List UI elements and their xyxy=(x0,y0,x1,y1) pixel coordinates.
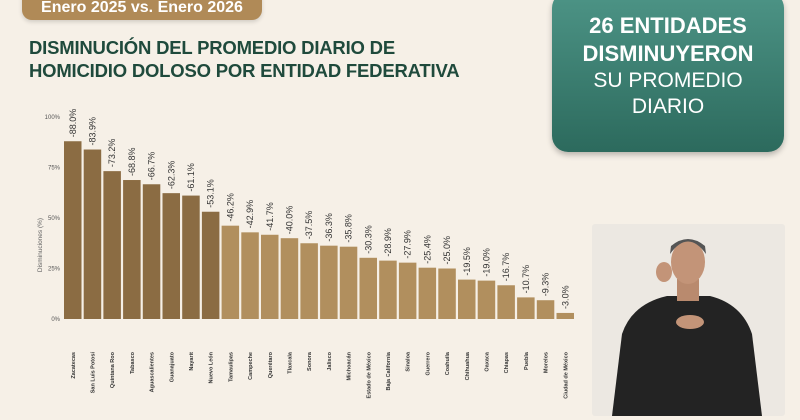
bar-value-label: -19.5% xyxy=(462,247,472,276)
period-badge: Enero 2025 vs. Enero 2026 xyxy=(22,0,262,20)
bar-value-label: -9.3% xyxy=(541,273,551,297)
x-tick-label: Sonora xyxy=(307,351,313,371)
bar xyxy=(103,171,121,319)
summary-line-3: SU PROMEDIO xyxy=(593,69,743,92)
bar xyxy=(162,193,180,319)
bar-value-label: -36.3% xyxy=(324,213,334,242)
x-tick-label: Chiapas xyxy=(504,352,510,373)
summary-line-2: DISMINUYERON xyxy=(582,41,754,66)
bar-value-label: -66.7% xyxy=(147,152,157,181)
bar-value-label: -27.9% xyxy=(403,230,413,259)
x-tick-label: Aguascalientes xyxy=(150,352,156,392)
interpreter-figure xyxy=(612,239,762,416)
bar xyxy=(64,141,82,319)
bar-value-label: -40.0% xyxy=(284,206,294,235)
bar xyxy=(241,232,259,319)
x-tick-label: Quintana Roo xyxy=(110,351,116,388)
title-line-2: HOMICIDIO DOLOSO POR ENTIDAD FEDERATIVA xyxy=(29,60,460,81)
bar xyxy=(142,184,161,319)
bar-value-label: -46.2% xyxy=(225,193,235,222)
summary-line-4: DIARIO xyxy=(631,95,705,118)
bar xyxy=(359,257,377,319)
bar-value-label: -83.9% xyxy=(87,117,97,146)
x-tick-label: Ciudad de México xyxy=(563,351,569,398)
bar-value-label: -42.9% xyxy=(245,200,255,229)
bar-value-label: -88.0% xyxy=(68,109,78,138)
x-tick-label: Jalisco xyxy=(327,351,333,370)
x-tick-label: Guanajuato xyxy=(169,351,175,382)
y-tick-label: 50% xyxy=(48,216,61,222)
bar-value-label: -30.3% xyxy=(363,225,373,254)
x-tick-label: Sinaloa xyxy=(406,351,412,372)
summary-line-1: 26 ENTIDADES xyxy=(589,13,747,38)
sign-language-interpreter-video xyxy=(592,224,785,416)
x-tick-label: Estado de México xyxy=(366,351,372,398)
bar xyxy=(221,225,240,319)
bar xyxy=(201,211,220,319)
x-tick-label: Coahuila xyxy=(445,351,451,375)
bar-value-label: -68.8% xyxy=(127,147,137,176)
bar xyxy=(536,300,555,319)
bar xyxy=(379,260,397,319)
chart-title: DISMINUCIÓN DEL PROMEDIO DIARIO DE HOMIC… xyxy=(29,36,460,82)
y-axis-label: Disminuciones (%) xyxy=(37,218,44,272)
bar-value-label: -3.0% xyxy=(560,285,570,309)
y-tick-label: 25% xyxy=(48,267,61,273)
x-tick-label: Tabasco xyxy=(130,351,136,374)
title-line-1: DISMINUCIÓN DEL PROMEDIO DIARIO DE xyxy=(29,37,395,58)
bar xyxy=(320,245,338,319)
bar xyxy=(477,280,496,319)
bar-value-label: -19.0% xyxy=(481,248,491,277)
y-tick-label: 75% xyxy=(48,166,61,172)
bar-value-label: -10.7% xyxy=(521,265,531,294)
bar xyxy=(517,297,535,319)
bar-value-label: -16.7% xyxy=(501,253,511,282)
bar-value-label: -73.2% xyxy=(107,139,117,168)
summary-panel: 26 ENTIDADES DISMINUYERON SU PROMEDIO DI… xyxy=(552,0,784,152)
bar-value-label: -41.7% xyxy=(265,202,275,231)
x-tick-label: Zacatecas xyxy=(71,352,77,379)
bar xyxy=(458,279,476,319)
bar-value-label: -25.4% xyxy=(422,235,432,264)
x-tick-label: Campeche xyxy=(248,352,254,380)
y-tick-label: 0% xyxy=(51,317,60,323)
bar xyxy=(280,238,299,319)
bar xyxy=(497,285,515,319)
x-tick-label: Guerrero xyxy=(425,351,431,375)
x-tick-label: Puebla xyxy=(524,351,530,370)
bar xyxy=(123,180,141,319)
x-tick-label: Tamaulipas xyxy=(228,352,234,382)
x-tick-label: Oaxaca xyxy=(484,351,490,372)
x-tick-label: Querétaro xyxy=(268,351,274,378)
bar xyxy=(300,243,318,319)
bar xyxy=(418,267,437,319)
bar xyxy=(556,312,574,319)
x-tick-label: Nayarit xyxy=(189,352,195,371)
x-tick-label: Nuevo León xyxy=(209,351,215,383)
x-tick-label: Baja California xyxy=(386,351,392,390)
bar xyxy=(398,262,417,319)
bar xyxy=(438,268,456,319)
x-tick-label: Tlaxcala xyxy=(287,351,293,374)
x-tick-label: Michoacán xyxy=(347,351,353,380)
x-tick-label: San Luis Potosí xyxy=(90,352,96,394)
bar-value-label: -35.8% xyxy=(344,214,354,243)
bar-value-label: -61.1% xyxy=(186,163,196,192)
x-tick-label: Chihuahua xyxy=(465,351,471,380)
x-tick-label: Morelos xyxy=(544,352,550,373)
bar xyxy=(182,195,200,319)
bar-value-label: -53.1% xyxy=(206,179,216,208)
bar-value-label: -25.0% xyxy=(442,236,452,265)
bar-value-label: -28.9% xyxy=(383,228,393,257)
y-tick-label: 100% xyxy=(45,115,61,121)
bar xyxy=(83,149,102,319)
bar xyxy=(339,246,358,319)
bar xyxy=(261,234,279,319)
bar-value-label: -37.5% xyxy=(304,211,314,240)
period-text: Enero 2025 vs. Enero 2026 xyxy=(41,0,243,16)
bar-value-label: -62.3% xyxy=(166,161,176,190)
